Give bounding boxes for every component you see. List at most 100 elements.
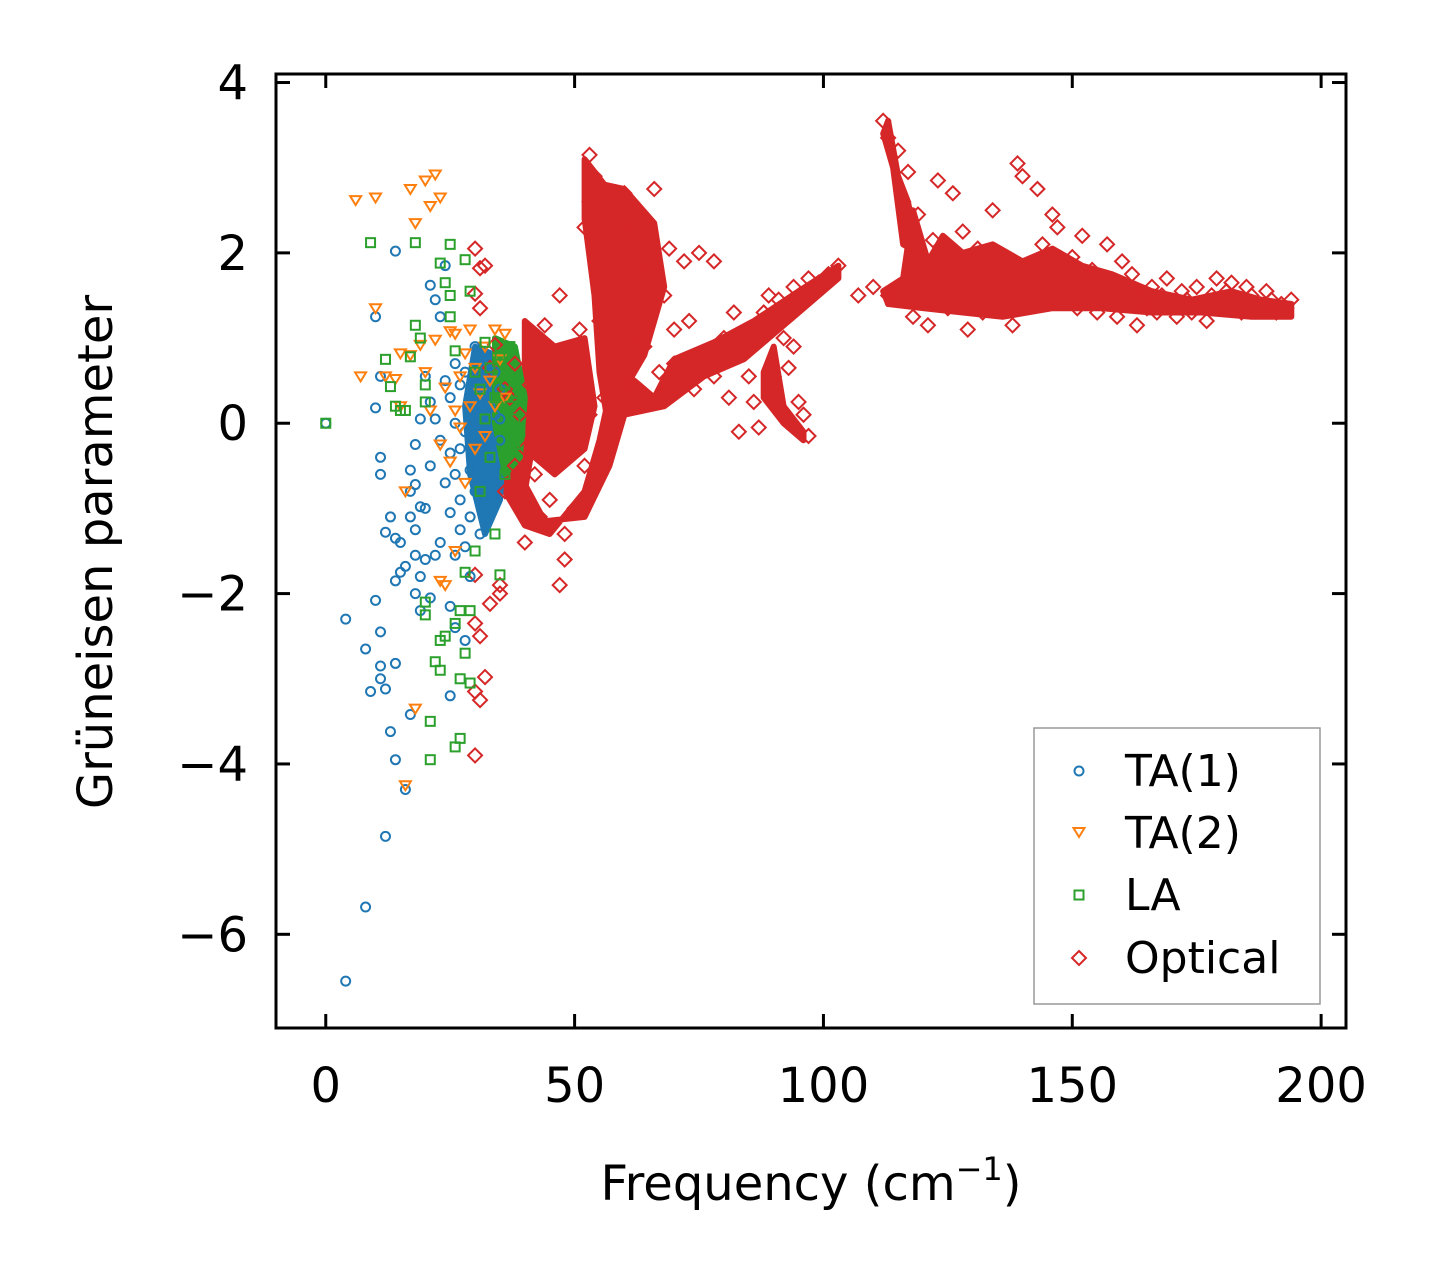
point-optical-99 xyxy=(849,287,867,304)
point-optical-73 xyxy=(705,252,723,270)
y-tick-label-4: −4 xyxy=(177,737,248,793)
point-la-24 xyxy=(444,311,456,323)
point-optical-115 xyxy=(944,184,962,202)
dense-region-optical-6 xyxy=(760,343,807,444)
point-optical-9 xyxy=(471,691,489,709)
legend-marker-ta2 xyxy=(1071,827,1087,839)
point-optical-28 xyxy=(531,508,549,526)
point-optical-113 xyxy=(934,257,952,275)
point-optical-107 xyxy=(904,308,922,326)
point-optical-11 xyxy=(476,668,494,686)
y-tick-label-3: −2 xyxy=(177,567,248,623)
point-optical-142 xyxy=(1078,287,1096,304)
point-ta1-2 xyxy=(340,613,352,625)
point-optical-56 xyxy=(625,218,643,236)
point-optical-40 xyxy=(576,457,593,475)
point-optical-154 xyxy=(1138,299,1156,317)
point-optical-68 xyxy=(675,252,693,270)
point-ta1-5 xyxy=(365,686,377,698)
point-optical-35 xyxy=(556,551,574,568)
point-la-3 xyxy=(384,381,396,393)
point-la-39 xyxy=(469,545,481,557)
point-optical-141 xyxy=(1073,227,1091,245)
point-ta1-37 xyxy=(409,439,421,451)
point-optical-44 xyxy=(581,406,598,424)
point-ta2-26 xyxy=(442,326,458,339)
point-optical-6 xyxy=(471,259,489,277)
point-optical-71 xyxy=(690,244,708,262)
legend-marker-ta1 xyxy=(1073,765,1085,777)
point-ta2-6 xyxy=(393,348,408,361)
point-la-13 xyxy=(419,396,431,408)
point-optical-137 xyxy=(1053,261,1071,279)
point-la-27 xyxy=(449,617,461,629)
point-la-32 xyxy=(459,647,471,659)
point-optical-51 xyxy=(606,227,623,245)
point-ta2-17 xyxy=(422,201,438,213)
point-ta1-41 xyxy=(414,413,426,425)
point-ta2-25 xyxy=(437,580,453,592)
point-optical-164 xyxy=(1188,278,1206,296)
point-ta1-27 xyxy=(399,784,411,795)
point-la-42 xyxy=(479,336,491,348)
point-la-53 xyxy=(504,341,516,353)
point-optical-77 xyxy=(725,304,743,321)
point-ta2-43 xyxy=(487,324,503,337)
dense-region-la-8 xyxy=(492,335,528,478)
point-ta2-41 xyxy=(477,431,493,443)
point-optical-149 xyxy=(1113,252,1131,270)
point-ta1-50 xyxy=(429,294,441,306)
point-ta1-47 xyxy=(424,279,436,291)
point-optical-0 xyxy=(466,240,484,258)
point-ta2-11 xyxy=(403,350,418,363)
point-ta2-10 xyxy=(403,183,418,196)
point-optical-131 xyxy=(1024,295,1041,313)
point-ta1-16 xyxy=(379,683,391,695)
point-ta2-38 xyxy=(467,443,483,456)
point-optical-43 xyxy=(581,193,598,211)
point-optical-168 xyxy=(1208,270,1226,287)
y-tick-label-0: 4 xyxy=(217,56,248,112)
legend-item-ta2: TA(2) xyxy=(1071,808,1241,859)
point-optical-169 xyxy=(1213,299,1230,317)
point-optical-120 xyxy=(969,240,987,258)
point-optical-165 xyxy=(1193,295,1211,313)
point-optical-41 xyxy=(576,218,593,236)
point-optical-31 xyxy=(546,402,564,419)
point-optical-183 xyxy=(1282,291,1300,309)
point-ta2-24 xyxy=(437,382,453,395)
point-ta1-38 xyxy=(414,571,426,583)
point-ta1-11 xyxy=(375,673,387,685)
point-optical-111 xyxy=(924,231,942,249)
point-ta1-44 xyxy=(419,502,431,514)
point-optical-39 xyxy=(571,321,588,338)
legend-item-optical: Optical xyxy=(1070,933,1280,984)
point-ta1-1 xyxy=(340,975,352,987)
legend-item-ta1: TA(1) xyxy=(1073,746,1241,797)
point-optical-55 xyxy=(620,372,638,390)
point-optical-140 xyxy=(1068,299,1086,317)
point-optical-145 xyxy=(1093,270,1111,287)
point-optical-29 xyxy=(536,316,554,334)
point-optical-109 xyxy=(914,261,932,279)
point-optical-65 xyxy=(660,240,678,258)
point-optical-129 xyxy=(1014,167,1031,185)
point-optical-179 xyxy=(1262,291,1280,309)
point-optical-18 xyxy=(496,482,514,500)
point-optical-8 xyxy=(471,627,489,645)
point-ta1-79 xyxy=(464,511,476,523)
point-ta1-54 xyxy=(434,536,446,548)
point-ta2-35 xyxy=(462,401,478,414)
point-la-49 xyxy=(494,349,506,361)
point-ta1-15 xyxy=(379,830,391,842)
point-optical-134 xyxy=(1038,282,1056,300)
point-optical-150 xyxy=(1118,287,1136,304)
data-points xyxy=(320,112,1300,987)
point-ta2-12 xyxy=(408,218,423,230)
point-optical-124 xyxy=(989,248,1007,266)
point-optical-133 xyxy=(1034,235,1051,253)
point-optical-13 xyxy=(481,595,499,613)
point-optical-75 xyxy=(715,329,733,347)
point-ta2-13 xyxy=(408,703,423,716)
point-optical-92 xyxy=(790,393,807,411)
